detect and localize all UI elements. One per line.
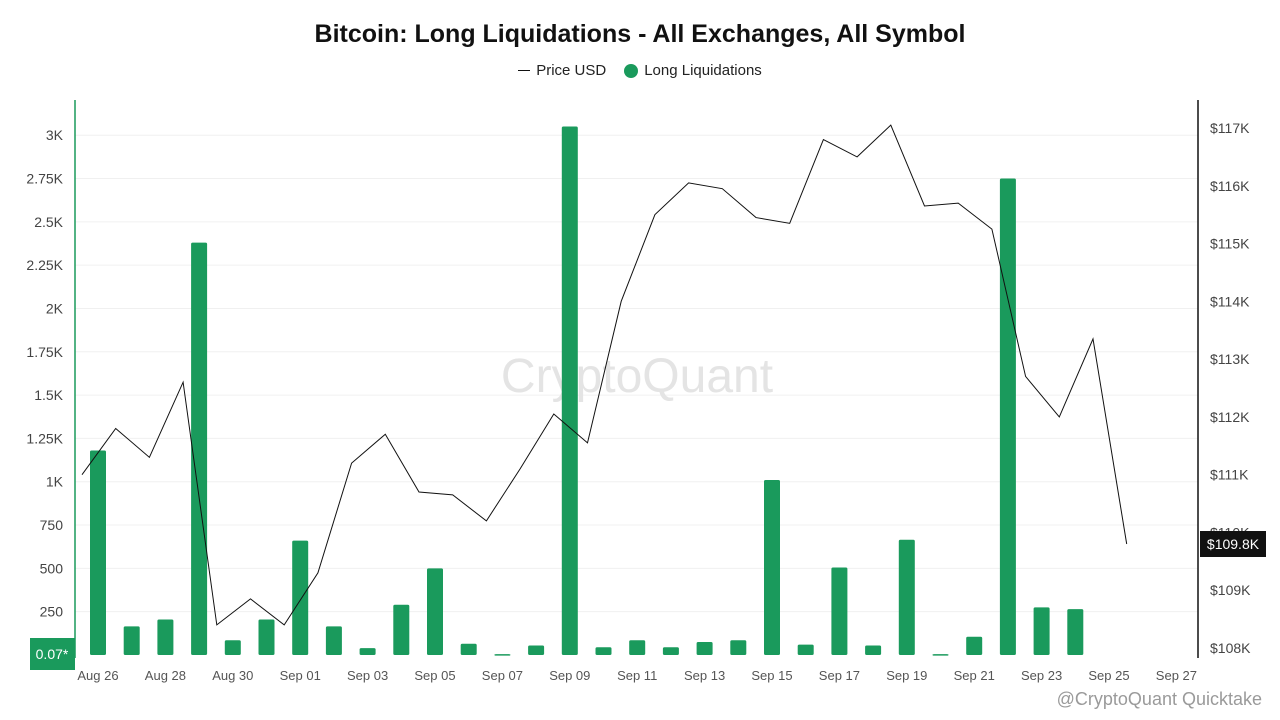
liquidation-bar	[696, 642, 713, 655]
liquidation-bar	[662, 647, 679, 655]
y-left-tick-label: 750	[40, 517, 64, 533]
liquidation-bar	[460, 643, 477, 655]
y-left-tick-label: 2K	[46, 300, 64, 316]
liquidation-bar	[595, 647, 612, 655]
y-right-tick-label: $115K	[1210, 236, 1250, 252]
legend-label-liquidations: Long Liquidations	[644, 62, 762, 79]
liquidation-bar	[393, 604, 410, 655]
bar-layer	[90, 126, 1084, 656]
liquidation-bar	[629, 640, 646, 655]
y-left-tick-label: 1K	[46, 474, 64, 490]
y-right-tick-label: $109K	[1210, 582, 1251, 598]
y-left-tick-label: 1.5K	[34, 387, 63, 403]
y-right-tick-label: $114K	[1210, 293, 1250, 309]
x-tick-label: Sep 21	[954, 668, 995, 683]
y-left-tick-label: 1.25K	[26, 430, 63, 446]
liquidation-bar	[427, 568, 443, 655]
x-tick-label: Sep 09	[549, 668, 590, 683]
liquidation-bar	[359, 648, 376, 655]
liquidation-bar	[494, 654, 511, 656]
y-right-tick-label: $108K	[1210, 640, 1251, 656]
liquidation-bar	[797, 644, 814, 655]
liquidation-bar	[831, 567, 848, 655]
attribution: @CryptoQuant Quicktake	[1056, 689, 1262, 709]
last-price-badge	[1200, 531, 1266, 557]
last-price-label: $109.8K	[1207, 536, 1260, 552]
x-tick-label: Sep 11	[617, 668, 657, 683]
x-tick-label: Aug 30	[212, 668, 253, 683]
liquidation-bar	[325, 626, 342, 655]
y-left-tick-label: 3K	[46, 127, 64, 143]
liquidation-bar	[999, 178, 1016, 655]
liquidation-bar	[292, 540, 309, 655]
liquidation-bar	[528, 645, 545, 655]
line-layer	[81, 124, 1128, 626]
y-right-tick-label: $111K	[1210, 467, 1249, 483]
y-left-min-label: 0.07*	[36, 646, 69, 662]
chart-title: Bitcoin: Long Liquidations - All Exchang…	[314, 20, 966, 48]
y-left-tick-label: 500	[40, 560, 64, 576]
y-left-tick-label: 2.25K	[26, 257, 63, 273]
liquidation-bar	[258, 619, 275, 655]
y-right-tick-label: $112K	[1210, 409, 1250, 425]
liquidation-bar	[865, 645, 882, 655]
liquidation-bar	[123, 626, 140, 655]
liquidation-bar	[764, 480, 780, 655]
x-tick-label: Sep 01	[280, 668, 321, 683]
x-tick-label: Sep 23	[1021, 668, 1062, 683]
x-tick-label: Sep 17	[819, 668, 860, 683]
y-left-tick-label: 1.75K	[26, 344, 63, 360]
liquidation-bar	[898, 539, 915, 655]
y-left-tick-label: 250	[40, 604, 64, 620]
legend-item-liquidations[interactable]: Long Liquidations	[624, 62, 762, 79]
liquidation-bar	[966, 636, 983, 655]
x-tick-label: Sep 19	[886, 668, 927, 683]
x-tick-label: Sep 13	[684, 668, 725, 683]
x-tick-label: Sep 07	[482, 668, 523, 683]
liquidation-bar	[561, 126, 578, 655]
x-tick-label: Sep 05	[414, 668, 455, 683]
x-tick-label: Sep 25	[1088, 668, 1129, 683]
liquidation-bar	[191, 242, 208, 655]
liquidation-bar	[1067, 609, 1084, 655]
legend-label-price: Price USD	[536, 62, 607, 79]
liquidations-dot-swatch	[624, 63, 639, 78]
liquidation-bar	[932, 654, 949, 656]
x-tick-label: Aug 28	[145, 668, 186, 683]
price-line	[81, 124, 1128, 626]
y-left-min-badge	[30, 638, 75, 670]
liquidation-bar	[157, 619, 174, 655]
watermark: CryptoQuant	[501, 350, 773, 403]
liquidation-bar	[1033, 607, 1050, 655]
axis-layer: 250 500 750 1K 1.25K 1.5K 1.75K 2K 2.25K 2.5K 2.75…	[26, 100, 1266, 683]
x-tick-label: Sep 03	[347, 668, 388, 683]
y-right-tick-label: $113K	[1210, 351, 1250, 367]
x-tick-label: Sep 15	[751, 668, 792, 683]
y-left-tick-label: 2.5K	[34, 214, 63, 230]
x-tick-label: Sep 27	[1156, 668, 1197, 683]
chart-legend: Price USD Long Liquidations	[0, 62, 1280, 79]
liquidation-bar	[224, 640, 241, 655]
liquidation-bar	[90, 450, 106, 655]
y-left-tick-label: 2.75K	[26, 171, 63, 187]
y-right-tick-label: $117K	[1210, 120, 1250, 136]
liquidation-bar	[730, 640, 747, 655]
price-line-swatch	[518, 70, 531, 71]
x-tick-label: Aug 26	[77, 668, 118, 683]
legend-item-price[interactable]: Price USD	[518, 62, 606, 79]
y-right-tick-label: $116K	[1210, 178, 1250, 194]
